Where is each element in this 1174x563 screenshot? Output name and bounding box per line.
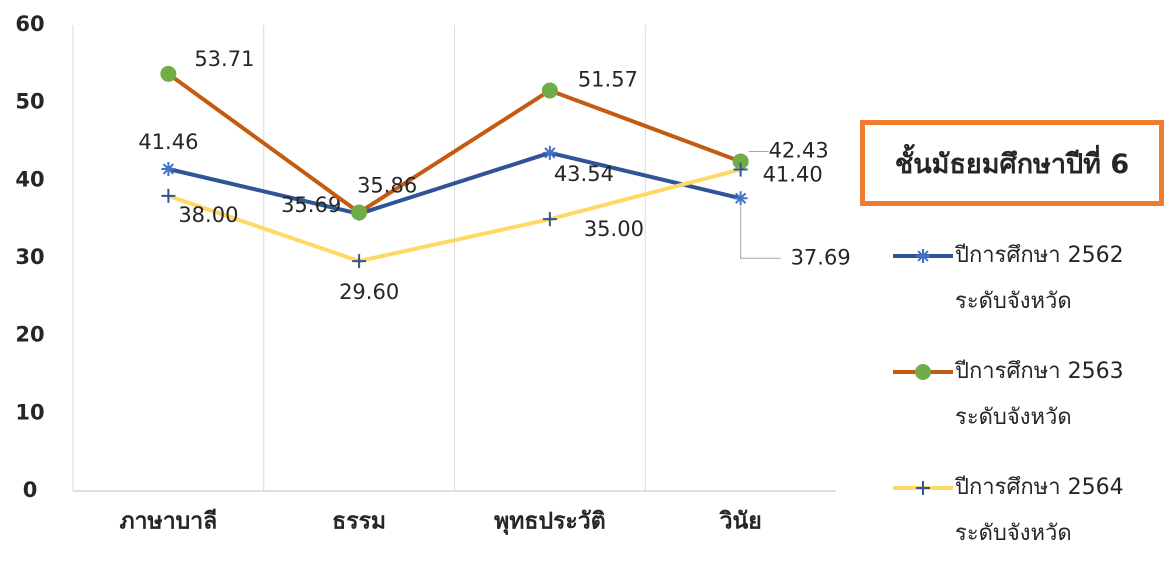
x-tick-label: พุทธประวัติ	[494, 509, 606, 536]
series: 38.00 29.60 35.00 41.40	[161, 162, 823, 304]
leader-line	[740, 206, 781, 259]
marker	[161, 161, 176, 176]
marker	[732, 153, 749, 170]
marker	[351, 204, 368, 221]
y-tick-label: 30	[15, 245, 44, 269]
line	[167, 72, 742, 215]
x-tick-label: ธรรม	[332, 509, 386, 535]
value-label: 51.57	[578, 67, 638, 91]
value-label: 37.69	[791, 245, 851, 269]
marker	[161, 188, 176, 203]
marker	[160, 65, 177, 82]
y-tick-label: 40	[15, 167, 44, 191]
y-tick-label: 20	[15, 323, 44, 347]
marker	[733, 191, 748, 206]
line	[167, 167, 742, 264]
value-label: 43.54	[554, 162, 614, 186]
y-tick-label: 60	[15, 12, 44, 36]
value-label: 35.69	[281, 193, 341, 217]
marker	[916, 249, 930, 263]
y-tick-label: 50	[15, 90, 44, 114]
value-label: 41.46	[138, 130, 198, 154]
value-label: 53.71	[194, 47, 254, 71]
value-label: 41.40	[763, 162, 823, 186]
y-tick-label: 0	[23, 478, 38, 502]
marker	[542, 212, 557, 227]
value-label: 35.86	[357, 173, 417, 197]
marker	[541, 82, 558, 99]
marker	[352, 254, 367, 269]
legend-label: ปีการศึกษา 2562 ระดับจังหวัด	[955, 243, 1124, 314]
marker	[916, 481, 930, 495]
marker	[542, 145, 557, 160]
line	[167, 150, 742, 216]
y-tick-label: 10	[15, 400, 44, 424]
x-tick-label: วินัย	[718, 509, 761, 535]
marker	[733, 162, 748, 177]
value-label: 38.00	[178, 203, 238, 227]
series: 41.46 35.69 43.54 37.69	[138, 130, 850, 269]
annotation-box: ชั้นมัธยมศึกษาปีที่ 6	[860, 120, 1164, 206]
legend-label: ปีการศึกษา 2564 ระดับจังหวัด	[955, 475, 1124, 546]
legend-label: ปีการศึกษา 2563 ระดับจังหวัด	[955, 359, 1124, 430]
value-label: 42.43	[769, 138, 829, 162]
series: 53.71 35.86 51.57 42.43	[160, 47, 829, 221]
marker	[915, 364, 931, 380]
x-tick-label: ภาษาบาลี	[119, 509, 217, 535]
value-label: 35.00	[584, 217, 644, 241]
value-label: 29.60	[339, 280, 399, 304]
